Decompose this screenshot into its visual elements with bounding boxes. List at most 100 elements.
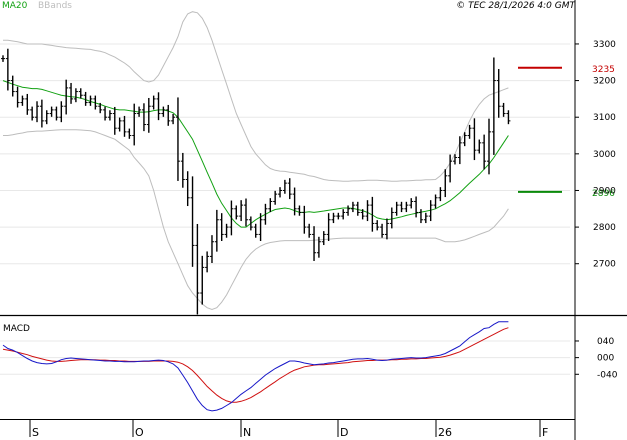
price-bar	[253, 223, 258, 238]
price-bar	[83, 91, 88, 106]
price-bar	[457, 136, 462, 165]
price-bar	[127, 128, 132, 139]
price-bar	[287, 178, 292, 200]
price-bar	[219, 213, 224, 242]
x-tick-label: D	[340, 426, 348, 439]
price-bar	[88, 95, 93, 106]
macd-panel	[0, 321, 570, 412]
price-bar	[175, 97, 180, 181]
price-bar	[122, 115, 127, 137]
y-tick-label: 2900	[593, 186, 616, 196]
macd-y-tick-label: 040	[597, 337, 614, 347]
price-bar	[132, 103, 137, 146]
price-bar	[209, 235, 214, 263]
price-levels: 3235 2896	[518, 65, 615, 199]
bbands-upper-line	[3, 11, 509, 182]
price-bars	[1, 48, 511, 315]
price-bar	[297, 205, 302, 216]
y-tick-label: 3200	[593, 77, 616, 87]
price-bar	[467, 124, 472, 139]
price-bar	[69, 82, 74, 104]
price-bar	[98, 102, 103, 114]
price-bar	[433, 194, 438, 209]
price-bar	[59, 101, 64, 123]
price-bar	[224, 223, 229, 238]
price-bar	[161, 106, 166, 117]
price-bar	[452, 154, 457, 165]
bbands-lower-line	[3, 129, 509, 311]
price-bar	[278, 187, 283, 198]
price-bar	[112, 106, 117, 135]
ma20-line	[2, 80, 509, 228]
price-bar	[263, 203, 268, 225]
axes: 2700 2800 2900 3000 3100 3200 3300 040 000 -040 S O…	[29, 40, 618, 439]
macd-y-tick-label: -040	[597, 370, 618, 380]
price-bar	[506, 110, 511, 125]
price-bar	[501, 102, 506, 117]
price-bar	[418, 209, 423, 224]
level-label: 3235	[592, 65, 615, 75]
price-bar	[64, 79, 69, 115]
price-bar	[190, 176, 195, 267]
price-bar	[5, 48, 10, 91]
price-bar	[360, 209, 365, 220]
y-tick-label: 3300	[593, 40, 616, 50]
price-bar	[321, 231, 326, 246]
price-bar	[282, 179, 287, 194]
price-bar	[103, 106, 108, 121]
price-bar	[248, 216, 253, 231]
price-bar	[428, 200, 433, 222]
price-bar	[268, 198, 273, 213]
x-tick-label: O	[135, 426, 144, 439]
price-bar	[341, 209, 346, 220]
price-bar	[414, 196, 419, 218]
price-bar	[229, 200, 234, 236]
price-bar	[239, 200, 244, 222]
price-bar	[78, 88, 83, 99]
price-bar	[302, 205, 307, 234]
price-bar	[477, 139, 482, 154]
price-bar	[404, 201, 409, 213]
legend-ma20: MA20	[2, 1, 28, 11]
price-bar	[448, 154, 453, 183]
price-bar	[355, 201, 360, 216]
price-bar	[336, 212, 341, 220]
price-bar	[384, 218, 389, 240]
price-bar	[171, 113, 176, 125]
price-bar	[273, 190, 278, 205]
price-bar	[307, 223, 312, 238]
price-bar	[370, 196, 375, 232]
price-bar	[482, 134, 487, 170]
price-bar	[258, 213, 263, 242]
price-bar	[350, 201, 355, 213]
price-bar	[141, 103, 146, 132]
y-tick-label: 2800	[593, 223, 616, 233]
price-bar	[346, 205, 351, 216]
price-bar	[10, 75, 15, 97]
price-bar	[156, 92, 161, 121]
x-tick-label: F	[542, 426, 548, 439]
x-tick-label: 26	[438, 426, 452, 439]
price-bar	[380, 223, 385, 238]
price-bar	[316, 236, 321, 258]
price-bar	[185, 171, 190, 207]
price-bar	[491, 57, 496, 155]
price-bar	[389, 207, 394, 229]
y-tick-label: 2700	[593, 260, 616, 270]
price-bar	[49, 106, 54, 117]
y-tick-label: 3000	[593, 150, 616, 160]
price-bar	[244, 198, 248, 227]
legend-bbands: BBands	[38, 1, 72, 11]
price-bar	[472, 118, 477, 161]
price-bar	[20, 95, 25, 106]
price-bar	[30, 106, 35, 121]
level-label: 2896	[592, 189, 615, 199]
price-bar	[375, 220, 380, 231]
price-bar	[214, 209, 219, 252]
macd-title: MACD	[3, 324, 30, 334]
price-bar	[107, 110, 112, 121]
price-bar	[409, 198, 414, 209]
price-bar	[35, 101, 40, 123]
price-bar	[487, 118, 491, 175]
